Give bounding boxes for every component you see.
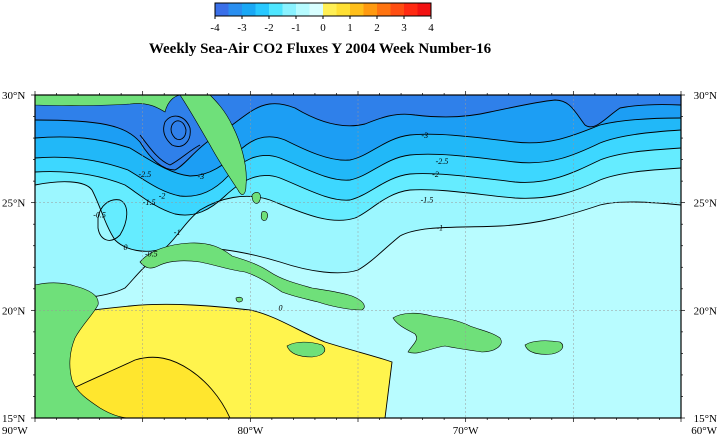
- cayman-island: [235, 296, 243, 303]
- hispaniola-island: [392, 312, 502, 354]
- colorbar-cell: [255, 3, 270, 16]
- colorbar-cell: [269, 3, 283, 16]
- contour-minus0.5-loop: [97, 199, 128, 241]
- latitude-label-left: 30°N: [2, 90, 25, 102]
- contour-minus3-loop: [163, 115, 191, 147]
- jamaica-island: [286, 341, 325, 358]
- contour-minus3: [35, 99, 681, 171]
- contour-lines: [35, 99, 681, 418]
- colorbar-tick-label: 2: [374, 22, 380, 34]
- contour-label: -2.5: [436, 157, 449, 166]
- longitude-label: 60°W: [691, 425, 717, 437]
- contour-label: -1: [436, 224, 443, 233]
- axis-ticks: 90°W 80°W 70°W 60°W15°N 15°N20°N 20°N25°N 25°N…: [2, 90, 718, 437]
- ocean-band-0.5-to-1: [60, 357, 230, 418]
- cuba-island: [139, 242, 365, 311]
- latitude-label-left: 15°N: [2, 413, 25, 425]
- latitude-label-right: 25°N: [694, 198, 717, 210]
- contour-label: 0: [278, 303, 282, 312]
- colorbar-tick-label: -4: [210, 22, 220, 34]
- colorbar-cell: [215, 3, 229, 16]
- contour-minus0.5: [35, 201, 681, 301]
- longitude-label: 80°W: [237, 425, 263, 437]
- bahamas-island-2: [260, 211, 268, 221]
- latitude-label-right: 30°N: [694, 90, 717, 102]
- contour-minus3.5-loop: [170, 120, 187, 141]
- colorbar-cell: [242, 3, 256, 16]
- colorbar-tick-label: -1: [291, 22, 300, 34]
- colorbar-cell: [390, 3, 405, 16]
- contour-minus2.5-offshore: [139, 134, 201, 166]
- longitude-label: 70°W: [453, 425, 479, 437]
- colorbar-cell: [296, 3, 310, 16]
- colorbar-cell: [404, 3, 418, 16]
- contour-label: -1: [174, 228, 181, 237]
- colorbar-ticks: -4 -3 -2 -1 0 1 2 3 4: [210, 16, 434, 34]
- colorbar-tick-label: 4: [428, 22, 434, 34]
- colorbar-cell: [336, 3, 351, 16]
- latitude-label-right: 15°N: [694, 413, 717, 425]
- contour-label: -1.5: [143, 198, 156, 207]
- colorbar-cell: [282, 3, 297, 16]
- colorbar-cells: [215, 3, 432, 16]
- colorbar-tick-label: 0: [320, 22, 326, 34]
- gridlines: [35, 95, 681, 418]
- contour-minus2.5: [35, 117, 681, 177]
- contour-0.5: [59, 356, 231, 418]
- colorbar-cell: [363, 3, 378, 16]
- contour-labels: -3-2.5-2-1.5-1-2.5 -3-2-1.5-0.5-1-0.500: [93, 131, 448, 312]
- colorbar-cell: [323, 3, 337, 16]
- contour-label: -2: [432, 170, 439, 179]
- colorbar: -4 -3 -2 -1 0 1 2 3 4: [210, 2, 434, 34]
- colorbar-tick-label: -2: [264, 22, 273, 34]
- contour-label: -3: [197, 172, 204, 181]
- contour-label: 0: [123, 243, 127, 252]
- longitude-label: 90°W: [2, 425, 28, 437]
- colorbar-cell: [350, 3, 364, 16]
- map-area: -3-2.5-2-1.5-1-2.5 -3-2-1.5-0.5-1-0.500: [35, 95, 681, 418]
- contour-label: -3: [421, 131, 428, 140]
- contour-label: -0.5: [93, 211, 106, 220]
- contour-label: -1.5: [421, 196, 434, 205]
- latitude-label-right: 20°N: [694, 305, 717, 317]
- central-america-landmass: [35, 282, 131, 418]
- bahamas-island-1: [251, 191, 261, 204]
- colorbar-tick-label: 3: [401, 22, 407, 34]
- latitude-label-left: 20°N: [2, 305, 25, 317]
- colorbar-cell: [309, 3, 324, 16]
- contour-minus2: [35, 129, 681, 197]
- colorbar-cell: [417, 3, 432, 16]
- contour-label: -2.5: [138, 170, 151, 179]
- colorbar-tick-label: 1: [347, 22, 353, 34]
- contour-minus1.5: [35, 147, 681, 216]
- colorbar-tick-label: -3: [237, 22, 247, 34]
- colorbar-cell: [228, 3, 243, 16]
- map-title: Weekly Sea-Air CO2 Fluxes Y 2004 Week Nu…: [149, 41, 492, 57]
- land-masses: [35, 95, 564, 418]
- puerto-rico-island: [524, 340, 564, 355]
- latitude-label-left: 25°N: [2, 198, 25, 210]
- contour-label: -2: [159, 191, 166, 200]
- colorbar-cell: [377, 3, 391, 16]
- contour-label: -0.5: [145, 250, 158, 259]
- contour-0: [35, 303, 393, 418]
- contour-minus1: [35, 167, 681, 252]
- florida-landmass: [35, 95, 247, 195]
